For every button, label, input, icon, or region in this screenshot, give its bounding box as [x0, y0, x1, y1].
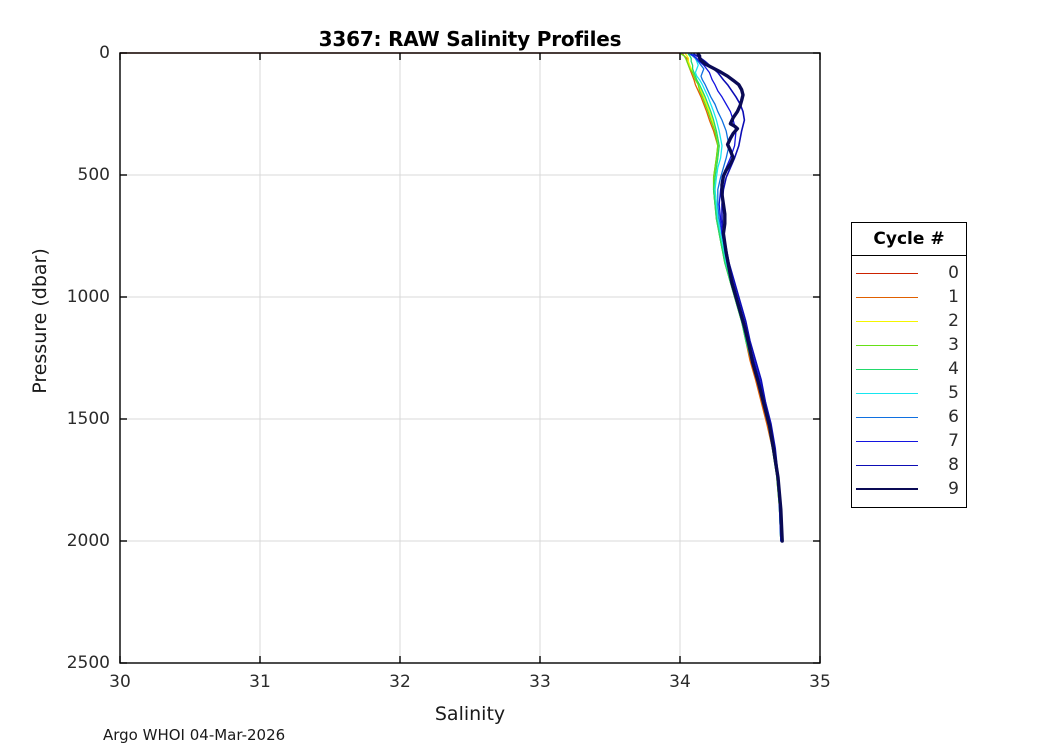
x-tick-30: 30 — [109, 672, 131, 692]
legend-label-cycle-5: 5 — [948, 382, 959, 403]
y-tick-2500: 2500 — [66, 653, 110, 673]
figure-footer: Argo WHOI 04-Mar-2026 — [103, 726, 286, 744]
legend-swatch-cycle-1 — [856, 296, 918, 298]
legend-item-cycle-5[interactable]: 5 — [852, 381, 966, 405]
gridlines — [120, 53, 820, 663]
y-axis-label: Pressure (dbar) — [29, 248, 51, 394]
legend-swatch-cycle-2 — [856, 320, 918, 322]
legend-item-cycle-0[interactable]: 0 — [852, 261, 966, 285]
y-tick-2000: 2000 — [66, 531, 110, 551]
profile-line-cycle-8 — [693, 53, 784, 542]
legend-item-cycle-3[interactable]: 3 — [852, 333, 966, 357]
legend-label-cycle-9: 9 — [948, 478, 959, 499]
legend-label-cycle-1: 1 — [948, 286, 959, 307]
y-tick-1500: 1500 — [66, 409, 110, 429]
chart-title: 3367: RAW Salinity Profiles — [318, 27, 622, 51]
legend-item-cycle-9[interactable]: 9 — [852, 477, 966, 501]
legend-item-cycle-1[interactable]: 1 — [852, 285, 966, 309]
x-tick-33: 33 — [529, 672, 551, 692]
y-tick-1000: 1000 — [66, 287, 110, 307]
legend-title: Cycle # — [852, 223, 966, 256]
x-tick-34: 34 — [669, 672, 691, 692]
legend-swatch-cycle-8 — [856, 464, 918, 466]
legend-label-cycle-4: 4 — [948, 358, 959, 379]
legend-item-cycle-6[interactable]: 6 — [852, 405, 966, 429]
legend-swatch-cycle-3 — [856, 344, 918, 346]
legend-box[interactable]: Cycle # 0 1 2 3 4 5 6 7 8 9 — [851, 222, 967, 508]
legend-swatch-cycle-5 — [856, 392, 918, 394]
profile-line-cycle-9 — [696, 52, 784, 543]
x-tick-35: 35 — [809, 672, 831, 692]
legend-label-cycle-0: 0 — [948, 262, 959, 283]
legend-entries: 0 1 2 3 4 5 6 7 8 9 — [852, 256, 966, 507]
legend-item-cycle-2[interactable]: 2 — [852, 309, 966, 333]
legend-swatch-cycle-9 — [856, 488, 918, 490]
legend-item-cycle-4[interactable]: 4 — [852, 357, 966, 381]
legend-item-cycle-7[interactable]: 7 — [852, 429, 966, 453]
legend-label-cycle-8: 8 — [948, 454, 959, 475]
legend-label-cycle-7: 7 — [948, 430, 959, 451]
legend-swatch-cycle-6 — [856, 416, 918, 418]
legend-label-cycle-6: 6 — [948, 406, 959, 427]
x-tick-32: 32 — [389, 672, 411, 692]
profile-line-cycle-3 — [680, 53, 782, 542]
x-axis-label: Salinity — [434, 703, 506, 725]
y-tick-500: 500 — [77, 165, 110, 185]
x-tick-31: 31 — [249, 672, 271, 692]
legend-item-cycle-8[interactable]: 8 — [852, 453, 966, 477]
profile-line-cycle-1 — [682, 53, 782, 542]
axis-frame — [119, 52, 821, 664]
legend-swatch-cycle-7 — [856, 440, 918, 442]
legend-label-cycle-2: 2 — [948, 310, 959, 331]
legend-label-cycle-3: 3 — [948, 334, 959, 355]
y-tick-0: 0 — [99, 43, 110, 63]
legend-swatch-cycle-0 — [856, 272, 918, 274]
legend-swatch-cycle-4 — [856, 368, 918, 370]
